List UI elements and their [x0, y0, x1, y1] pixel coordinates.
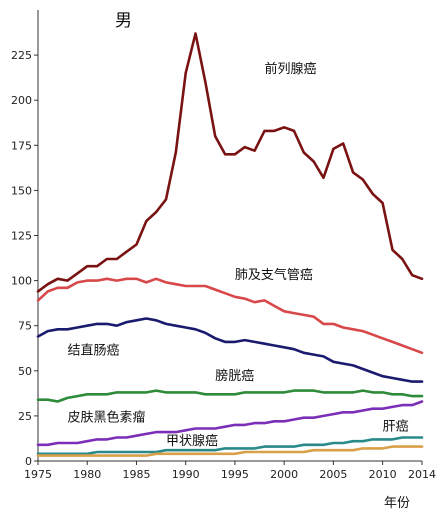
y-tick-label: 225 — [11, 49, 32, 62]
series-label-5: 甲状腺癌 — [166, 433, 218, 449]
series-label-3: 膀胱癌 — [215, 368, 254, 384]
y-tick-label: 175 — [11, 139, 32, 152]
series-line-1 — [36, 277, 424, 355]
chart-title: 男 — [115, 11, 132, 31]
x-axis-label: 年份 — [384, 496, 410, 511]
x-tick-label: 1980 — [73, 468, 101, 481]
x-tick-label: 2010 — [369, 468, 397, 481]
y-tick-label: 200 — [11, 94, 32, 107]
y-tick-label: 25 — [18, 410, 32, 423]
series-line-3 — [36, 389, 424, 403]
series-label-1: 肺及支气管癌 — [235, 267, 313, 283]
series-line-0 — [36, 32, 424, 293]
x-tick-label: 1990 — [172, 468, 200, 481]
series-line-5 — [36, 436, 424, 456]
axes: 0 25 50 75 100 125 150 175 200 225 1975 1980 1985 199… — [11, 10, 436, 481]
series-label-2: 结直肠癌 — [68, 343, 120, 359]
x-tick-label: 2005 — [319, 468, 347, 481]
series-lines — [36, 32, 424, 457]
y-tick-label: 150 — [11, 184, 32, 197]
series-line-4 — [36, 400, 424, 447]
series-line-2 — [36, 317, 424, 383]
x-tick-label: 1975 — [24, 468, 52, 481]
series-label-6: 肝癌 — [383, 418, 409, 434]
y-tick-label: 125 — [11, 230, 32, 243]
series-line-6 — [36, 445, 424, 457]
y-tick-label: 0 — [25, 455, 32, 468]
x-tick-label: 1985 — [122, 468, 150, 481]
y-tick-label: 100 — [11, 275, 32, 288]
x-tick-label: 2000 — [270, 468, 298, 481]
x-tick-label: 2014 — [408, 468, 436, 481]
x-tick-label: 1995 — [221, 468, 249, 481]
y-tick-label: 50 — [18, 365, 32, 378]
y-tick-label: 75 — [18, 320, 32, 333]
series-label-4: 皮肤黑色素瘤 — [68, 409, 146, 425]
series-label-0: 前列腺癌 — [264, 61, 316, 77]
